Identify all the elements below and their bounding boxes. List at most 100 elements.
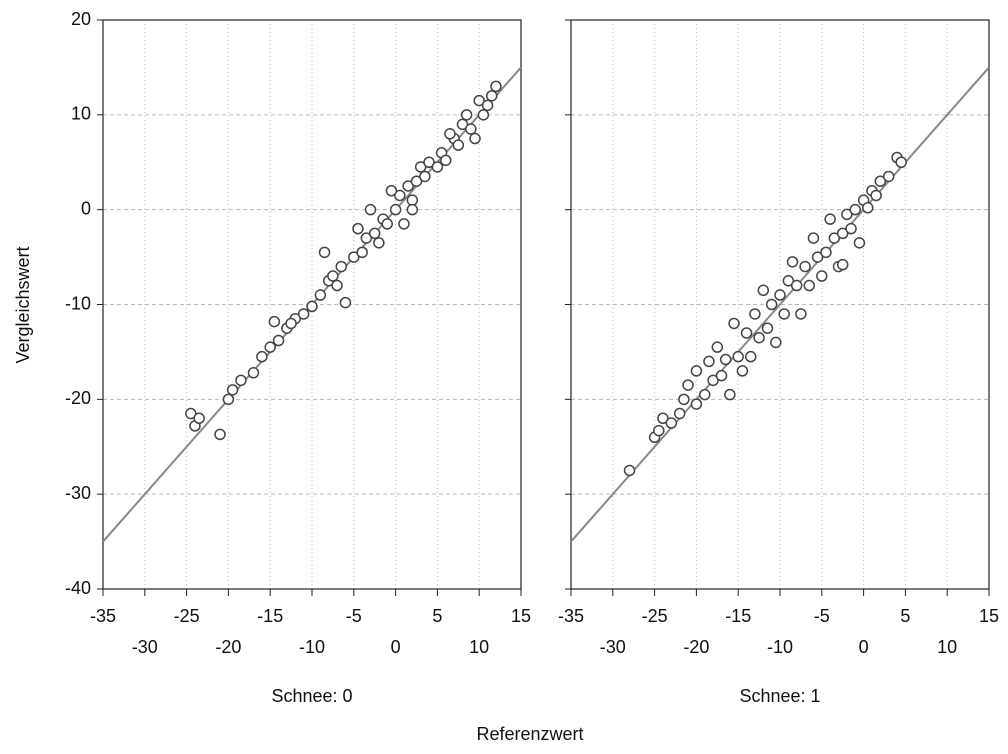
x-axis-label: Referenzwert [476,724,583,744]
point [707,374,719,387]
point [339,296,352,309]
point [394,189,406,202]
point [247,367,260,379]
point [285,317,297,330]
point [297,308,310,320]
point [673,407,686,420]
x-tick-label: 15 [511,606,531,626]
x-tick-label: -10 [299,637,325,657]
x-tick-label: 5 [900,606,910,626]
point [786,256,799,268]
point [895,156,907,168]
y-tick-label: -20 [65,388,91,408]
point [678,393,690,406]
point [348,251,360,263]
point [770,336,782,349]
point [314,289,327,301]
x-tick-label: -10 [767,637,793,657]
point [477,109,490,121]
y-tick-label: -30 [65,483,91,503]
point [816,270,828,282]
point [799,260,811,273]
x-tick-label: -25 [642,606,668,626]
point [849,203,861,216]
point [811,251,824,263]
point [711,341,724,353]
point [373,237,385,249]
point [715,369,728,382]
point [368,227,381,240]
point [732,350,744,363]
point [222,393,235,406]
point [862,202,874,214]
point [728,317,740,330]
point [335,260,348,273]
x-tick-label: -35 [558,606,584,626]
y-tick-label: 10 [71,104,91,124]
y-tick-label: -10 [65,293,91,313]
point [402,180,414,192]
x-tick-label: -5 [346,606,362,626]
point [820,246,832,259]
point [419,170,431,183]
point [653,424,665,437]
point [381,218,393,230]
point [870,189,882,202]
point [803,279,816,292]
point [761,322,774,334]
x-tick-label: -20 [683,637,709,657]
point [272,334,285,347]
x-tick-label: -25 [174,606,200,626]
point [490,80,502,93]
point [360,232,373,244]
point [774,289,786,301]
point [414,161,427,173]
x-tick-label: -30 [600,637,626,657]
point [465,123,477,135]
point [703,355,715,368]
panel-label: Schnee: 1 [739,686,820,706]
point [452,139,465,151]
y-tick-label: 0 [81,198,91,218]
point [853,237,866,249]
point [456,118,469,131]
point [406,194,419,206]
point [782,275,795,287]
y-tick-label: 20 [71,9,91,29]
point [398,218,410,230]
x-tick-label: 0 [391,637,401,657]
point [256,350,268,363]
y-tick-label: -40 [65,578,91,598]
x-tick-label: 15 [979,606,999,626]
point [845,222,857,235]
point [757,284,770,297]
point [214,428,226,441]
point [874,175,887,187]
point [235,374,247,387]
point [352,222,364,235]
point [485,90,498,102]
point [836,227,849,240]
point [410,175,423,187]
point [431,161,444,173]
plot-frame [102,19,522,590]
x-tick-label: -35 [90,606,116,626]
point [740,327,753,339]
point [753,331,765,344]
point [657,412,669,425]
x-tick-label: 10 [937,637,957,657]
point [690,365,703,377]
point [665,417,678,429]
x-tick-label: -15 [725,606,751,626]
point [719,353,732,366]
x-tick-label: 5 [432,606,442,626]
point [699,388,711,401]
point [749,308,761,320]
x-tick-label: 0 [859,637,869,657]
point [682,379,694,391]
point [795,308,807,320]
point [185,407,197,420]
point [690,398,703,410]
plot-frame [570,19,990,590]
